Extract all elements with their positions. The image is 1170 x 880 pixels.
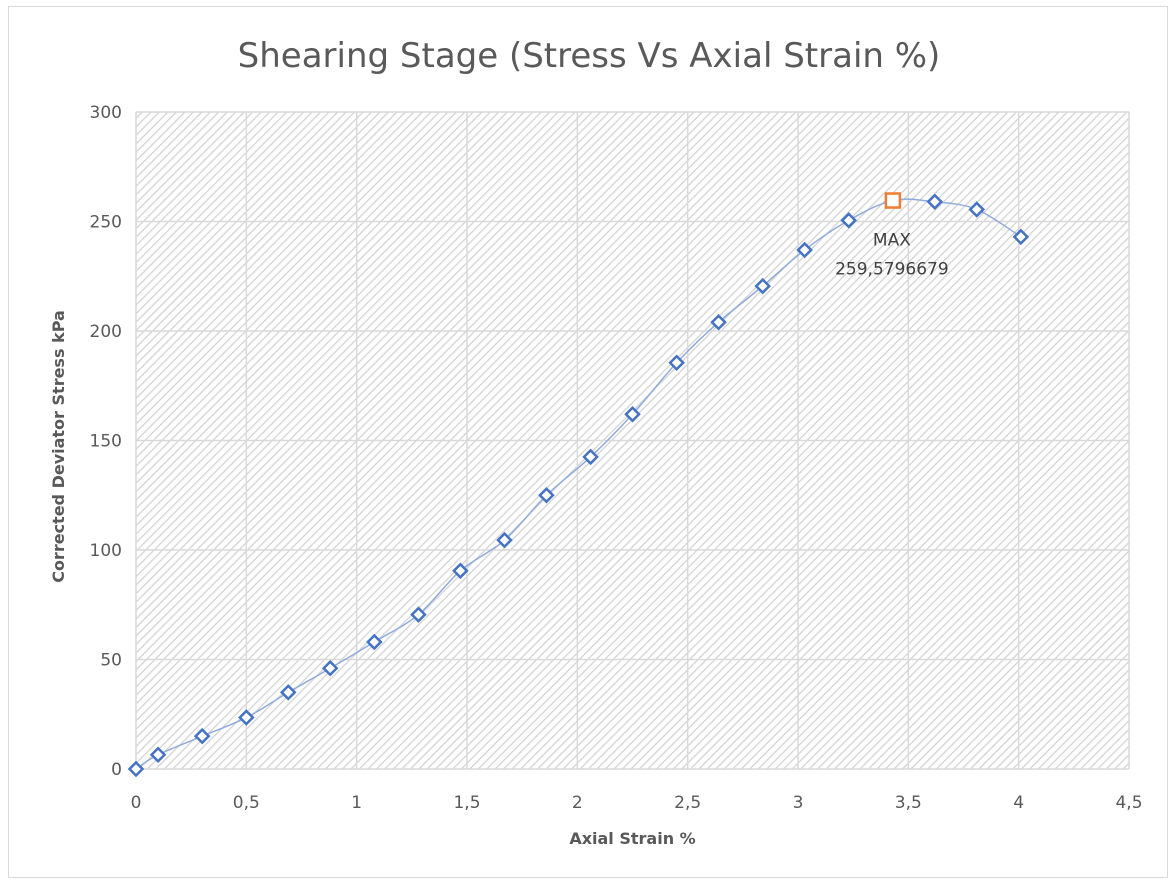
data-point <box>496 531 513 549</box>
x-tick-label: 3 <box>793 793 804 813</box>
data-point <box>840 212 858 229</box>
x-axis-ticks: 0 0,5 1 1,5 2 2,5 3 3,5 4 4,5 <box>131 793 1143 813</box>
series-points <box>127 193 1030 778</box>
data-point <box>149 746 167 764</box>
x-tick-label: 4 <box>1013 793 1024 813</box>
x-tick-label: 1,5 <box>453 793 480 813</box>
x-tick-label: 2,5 <box>674 793 701 813</box>
y-tick-label: 300 <box>90 103 122 123</box>
data-point <box>968 201 986 218</box>
chart-svg: Shearing Stage (Stress Vs Axial Strain %… <box>49 36 1143 848</box>
x-tick-label: 0,5 <box>233 793 260 813</box>
data-point <box>193 727 211 745</box>
y-tick-label: 0 <box>111 760 122 780</box>
data-point <box>366 633 383 651</box>
chart-frame: Shearing Stage (Stress Vs Axial Strain %… <box>8 6 1168 878</box>
data-point <box>279 684 297 701</box>
max-annotation-label: MAX <box>873 231 911 251</box>
data-point <box>754 277 771 295</box>
data-point <box>796 241 813 259</box>
x-tick-label: 1 <box>351 793 362 813</box>
data-point <box>127 760 145 778</box>
data-point <box>538 486 555 504</box>
x-tick-label: 0 <box>131 793 142 813</box>
x-tick-label: 3,5 <box>895 793 922 813</box>
max-point-marker <box>884 192 902 209</box>
y-tick-label: 200 <box>90 322 122 342</box>
gridlines <box>135 111 1130 770</box>
data-point <box>582 448 599 466</box>
x-tick-label: 4,5 <box>1115 793 1142 813</box>
data-point <box>710 313 727 331</box>
data-point <box>452 562 469 580</box>
data-point <box>624 405 641 423</box>
x-tick-label: 2 <box>572 793 583 813</box>
y-tick-label: 50 <box>100 651 122 671</box>
y-tick-label: 100 <box>90 541 122 561</box>
x-axis-title: Axial Strain % <box>569 829 695 848</box>
data-point <box>926 193 944 211</box>
data-point <box>321 659 339 677</box>
y-tick-label: 150 <box>90 432 122 452</box>
y-axis-ticks: 0 50 100 150 200 250 300 <box>90 103 122 780</box>
series-line <box>135 198 1022 770</box>
chart-title: Shearing Stage (Stress Vs Axial Strain %… <box>238 36 941 76</box>
y-tick-label: 250 <box>90 213 122 233</box>
y-axis-title: Corrected Deviator Stress kPa <box>49 310 68 583</box>
data-point <box>668 354 685 372</box>
data-point <box>238 709 255 726</box>
data-point <box>1012 228 1030 246</box>
max-annotation-value: 259,5796679 <box>835 260 949 280</box>
data-point <box>410 606 427 623</box>
